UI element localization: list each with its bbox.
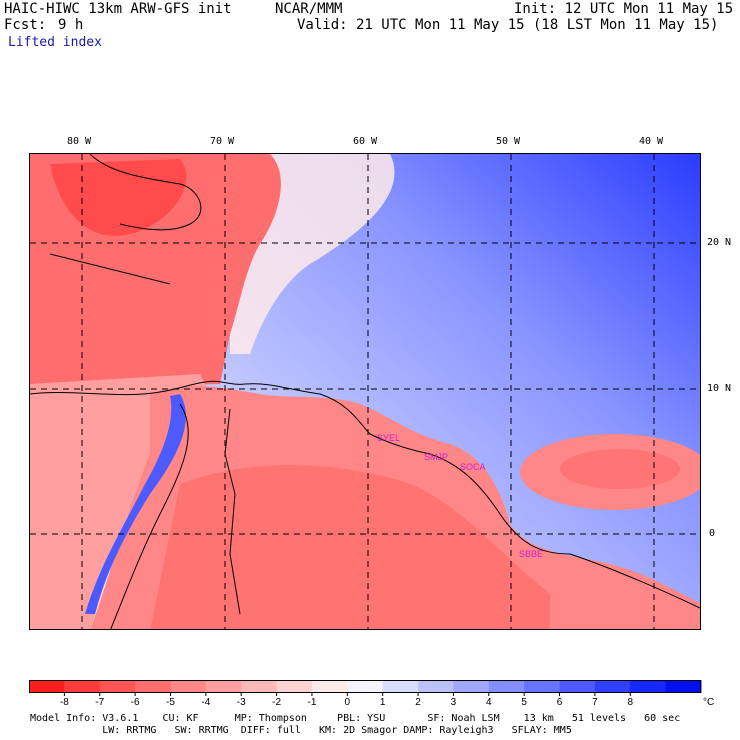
colorbar-tick-label: -6	[131, 697, 140, 708]
model-info-line2: LW: RRTMG SW: RRTMG DIFF: full KM: 2D Sm…	[30, 725, 572, 736]
colorbar-tick-label: 1	[380, 697, 386, 708]
lon-label-70w: 70 W	[210, 136, 235, 147]
colorbar-tick-label: -4	[201, 697, 210, 708]
colorbar-swatch	[135, 680, 171, 693]
colorbar-tick-label: 3	[451, 697, 457, 708]
colorbar-swatch	[276, 680, 313, 693]
colorbar-swatch	[311, 680, 348, 693]
lon-label-50w: 50 W	[496, 136, 521, 147]
colorbar-swatch	[347, 680, 384, 693]
station-sbbe: SBBE	[519, 549, 543, 559]
andes-stable-ridge	[85, 394, 186, 614]
colorbar-tick-label: 8	[627, 697, 633, 708]
forecast-label: Fcst:	[4, 17, 47, 33]
colorbar-tick-label: -1	[307, 697, 316, 708]
field-name: Lifted index	[8, 35, 102, 50]
colorbar-swatch	[170, 680, 207, 693]
colorbar-swatch	[665, 680, 702, 693]
lat-label-10n: 10 N	[707, 383, 732, 394]
init-time: Init: 12 UTC Mon 11 May 15	[514, 1, 734, 17]
colorbar: -8 -7 -6 -5 -4 -3 -2 -1 0 1 2 3 4 5 6 7 8 °C	[29, 680, 739, 714]
colorbar-tick-label: -8	[60, 697, 69, 708]
valid-time: Valid: 21 UTC Mon 11 May 15 (18 LST Mon …	[297, 17, 719, 33]
colorbar-swatch	[99, 680, 136, 693]
lon-label-40w: 40 W	[639, 136, 664, 147]
forecast-hour: 9 h	[58, 17, 84, 33]
colorbar-swatch	[29, 680, 65, 693]
mid-atlantic-core	[560, 449, 680, 489]
org-label: NCAR/MMM	[275, 1, 343, 17]
colorbar-tick-label: -7	[95, 697, 104, 708]
colorbar-swatch	[559, 680, 596, 693]
station-syel: SYEL	[377, 433, 400, 443]
colorbar-tick-label: -3	[237, 697, 246, 708]
graticule	[30, 154, 700, 629]
colorbar-tick-label: 5	[521, 697, 527, 708]
colorbar-tick-label: 7	[592, 697, 598, 708]
colorbar-tick-label: 4	[486, 697, 492, 708]
colorbar-swatch	[453, 680, 490, 693]
colorbar-tick-label: 0	[345, 697, 351, 708]
lat-label-20n: 20 N	[707, 237, 732, 248]
colorbar-frame	[29, 680, 701, 693]
colorbar-swatch	[382, 680, 419, 693]
model-info-line1: Model Info: V3.6.1 CU: KF MP: Thompson P…	[30, 713, 681, 724]
lon-label-80w: 80 W	[67, 136, 92, 147]
colorbar-swatch	[418, 680, 454, 693]
colorbar-swatch	[205, 680, 242, 693]
lat-label-0: 0	[709, 528, 716, 539]
colorbar-swatch	[630, 680, 667, 693]
colorbar-tick-label: 6	[557, 697, 563, 708]
caribbean-core	[50, 159, 187, 236]
amazon-unstable-core	[150, 465, 550, 629]
colorbar-tick-label: -2	[272, 697, 281, 708]
colorbar-swatch	[488, 680, 525, 693]
station-soca: SOCA	[460, 462, 486, 472]
colorbar-swatch	[594, 680, 631, 693]
colorbar-swatch	[241, 680, 278, 693]
colorbar-tick-label: 2	[415, 697, 421, 708]
lon-label-60w: 60 W	[353, 136, 378, 147]
colorbar-swatch	[64, 680, 101, 693]
station-smjp: SMJP	[424, 452, 448, 462]
lifted-index-map: SYEL SMJP SOCA SBBE	[29, 153, 701, 630]
colorbar-swatch	[524, 680, 561, 693]
colorbar-unit: °C	[703, 697, 714, 708]
model-title: HAIC-HIWC 13km ARW-GFS init	[4, 1, 232, 17]
colorbar-tick-label: -5	[166, 697, 175, 708]
